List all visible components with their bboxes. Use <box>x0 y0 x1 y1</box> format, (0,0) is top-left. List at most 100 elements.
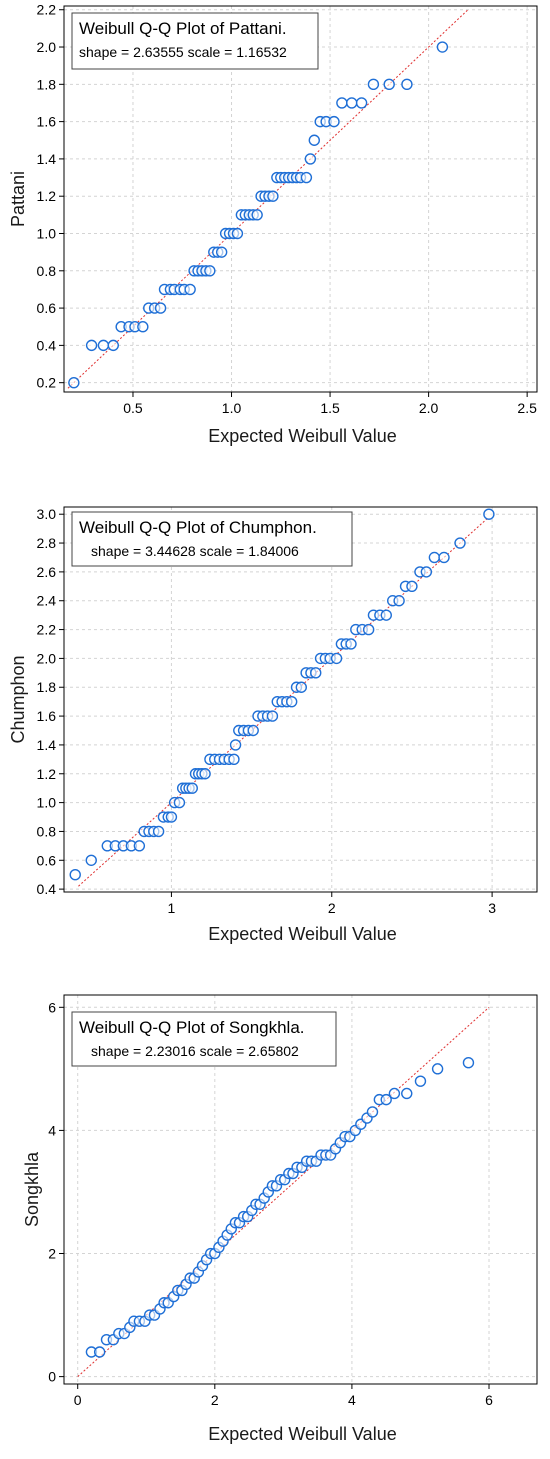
data-point <box>85 339 98 352</box>
plot-frame <box>63 994 538 1385</box>
y-tick-label: 1.0 <box>37 795 57 811</box>
y-tick-label: 2.0 <box>37 650 57 666</box>
data-point <box>414 1075 427 1087</box>
data-point <box>438 551 450 564</box>
title-box: Weibull Q-Q Plot of Pattani. shape = 2.6… <box>71 12 319 70</box>
data-point <box>355 97 368 109</box>
x-tick-label: 0 <box>74 1392 82 1408</box>
data-point <box>401 1087 413 1100</box>
data-point <box>483 508 495 520</box>
data-point <box>93 1346 106 1358</box>
x-tick-label: 2 <box>211 1392 219 1408</box>
y-axis-label: Chumphon <box>8 655 28 743</box>
data-point <box>346 97 358 109</box>
y-tick-label: 1.0 <box>37 225 57 241</box>
data-point <box>366 1106 379 1118</box>
x-tick-label: 2 <box>328 900 336 916</box>
x-tick-label: 2.0 <box>419 400 439 416</box>
data-point <box>428 551 441 564</box>
data-point <box>401 78 413 91</box>
y-tick-label: 2.2 <box>37 2 57 18</box>
y-tick-label: 0.4 <box>37 881 57 897</box>
x-tick-label: 6 <box>485 1392 493 1408</box>
data-point <box>173 796 186 809</box>
chart-title: Weibull Q-Q Plot of Pattani. <box>79 19 287 38</box>
x-tick-label: 1 <box>168 900 176 916</box>
y-axis-label: Songkhla <box>22 1151 42 1227</box>
y-tick-label: 1.8 <box>37 76 57 92</box>
data-point <box>133 840 146 852</box>
data-point <box>304 153 317 165</box>
data-point <box>310 667 322 679</box>
data-point <box>266 710 279 722</box>
data-point <box>431 1063 444 1075</box>
panel-pattani: 0.5 1.0 1.5 2.0 2.5 0.2 0.4 0.6 0.8 1.0 1.2 1.4 1.6 1… <box>8 2 538 446</box>
data-point <box>330 652 343 665</box>
data-point <box>295 681 308 693</box>
y-tick-label: 6 <box>48 999 56 1015</box>
title-box: Weibull Q-Q Plot of Chumphon. shape = 3.… <box>71 511 353 567</box>
y-tick-label: 2 <box>48 1246 56 1262</box>
y-tick-label: 1.8 <box>37 679 57 695</box>
data-point <box>137 321 149 333</box>
x-axis-label: Expected Weibull Value <box>208 426 396 446</box>
data-point <box>383 78 395 91</box>
y-tick-label: 3.0 <box>37 506 57 522</box>
chart-title: Weibull Q-Q Plot of Songkhla. <box>79 1018 305 1037</box>
y-tick-label: 0.6 <box>37 852 57 868</box>
data-point <box>247 724 259 737</box>
x-tick-label: 1.0 <box>222 400 242 416</box>
data-point <box>285 695 298 708</box>
x-tick-label: 1.5 <box>320 400 340 416</box>
x-axis-label: Expected Weibull Value <box>208 1424 396 1444</box>
chart-subtitle: shape = 2.63555 scale = 1.16532 <box>79 44 287 60</box>
panel-chumphon: 1 2 3 0.4 0.6 0.8 1.0 1.2 1.4 1.6 1.8 2.0 2.2 2.4 2.6 2… <box>8 506 538 944</box>
y-tick-label: 0.8 <box>37 263 57 279</box>
y-tick-label: 0.8 <box>37 823 57 839</box>
y-tick-label: 0 <box>48 1369 56 1385</box>
data-point <box>406 580 418 593</box>
data-point <box>229 739 242 751</box>
data-point <box>328 115 340 128</box>
data-point <box>204 265 216 277</box>
y-tick-label: 2.2 <box>37 622 57 638</box>
x-tick-label: 4 <box>348 1392 356 1408</box>
data-point <box>85 854 97 866</box>
data-point <box>184 283 196 296</box>
data-point <box>380 1093 392 1106</box>
y-tick-label: 2.4 <box>37 593 57 609</box>
data-point <box>436 41 449 53</box>
data-point <box>199 768 211 780</box>
data-point <box>154 302 167 314</box>
data-point <box>267 190 279 202</box>
y-tick-label: 1.6 <box>37 708 57 724</box>
y-tick-label: 0.2 <box>37 375 57 391</box>
y-tick-label: 4 <box>48 1122 56 1138</box>
y-tick-label: 1.4 <box>37 737 57 753</box>
data-point <box>97 339 110 352</box>
x-axis-label: Expected Weibull Value <box>208 924 396 944</box>
chart-subtitle: shape = 2.23016 scale = 2.65802 <box>91 1043 299 1059</box>
panel-songkhla: 0 2 4 6 0 2 4 6 Weibull Q-Q Plot of Songkhla. s… <box>22 994 538 1444</box>
data-point <box>345 638 357 650</box>
y-tick-label: 0.4 <box>37 337 57 353</box>
x-tick-label: 3 <box>488 900 496 916</box>
data-point <box>308 134 320 146</box>
chart-subtitle: shape = 3.44628 scale = 1.84006 <box>91 543 299 559</box>
data-point <box>228 753 240 766</box>
y-tick-label: 0.6 <box>37 300 57 316</box>
data-point <box>367 78 380 91</box>
x-tick-label: 0.5 <box>123 400 143 416</box>
data-point <box>462 1057 475 1069</box>
title-box: Weibull Q-Q Plot of Songkhla. shape = 2.… <box>71 1011 337 1067</box>
y-axis-label: Pattani <box>8 171 28 227</box>
data-point <box>215 246 228 258</box>
data-point <box>362 623 375 636</box>
data-point <box>186 782 198 794</box>
y-tick-label: 1.2 <box>37 188 57 204</box>
y-tick-label: 2.6 <box>37 564 57 580</box>
plot-frame <box>63 506 538 893</box>
y-tick-label: 1.2 <box>37 766 57 782</box>
data-point <box>251 209 263 221</box>
x-tick-label: 2.5 <box>517 400 537 416</box>
